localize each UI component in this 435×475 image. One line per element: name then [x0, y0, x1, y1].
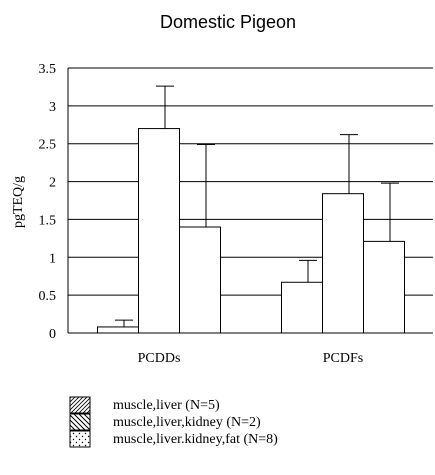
legend: muscle,liver (N=5) muscle,liver,kidney (N…	[69, 396, 278, 448]
legend-swatch	[69, 396, 91, 414]
y-tick-label: 2.5	[39, 138, 57, 153]
legend-swatch	[69, 413, 91, 431]
legend-swatch	[69, 430, 91, 448]
y-tick-label: 2	[49, 176, 56, 191]
chart-title: Domestic Pigeon	[160, 12, 296, 32]
y-axis-label: pgTEQ/g	[11, 176, 26, 228]
bar-PCDFs-2	[363, 240, 405, 334]
bars	[97, 85, 405, 334]
gridlines	[68, 67, 433, 334]
y-tick-label: 3.5	[39, 62, 57, 77]
bar-PCDDs-1	[138, 128, 180, 334]
legend-label: muscle,liver,kidney (N=2)	[113, 415, 261, 430]
bar-PCDFs-0	[281, 281, 323, 334]
y-tick-label: 1	[49, 251, 56, 266]
legend-label: muscle,liver (N=5)	[113, 398, 220, 413]
y-tick-labels: 0 0.5 1 1.5 2 2.5 3 3.5	[39, 62, 57, 342]
category-label: PCDFs	[323, 351, 363, 366]
bar-PCDFs-1	[322, 193, 364, 334]
bar-PCDDs-0	[97, 326, 139, 334]
y-tick-label: 1.5	[39, 213, 57, 228]
category-label: PCDDs	[138, 351, 181, 366]
legend-label: muscle,liver.kidney,fat (N=8)	[113, 432, 278, 447]
y-tick-label: 0	[49, 327, 56, 342]
bar-PCDDs-2	[179, 226, 221, 334]
y-tick-label: 3	[49, 100, 56, 115]
category-labels: PCDDs PCDFs	[138, 351, 364, 366]
y-tick-label: 0.5	[39, 289, 57, 304]
